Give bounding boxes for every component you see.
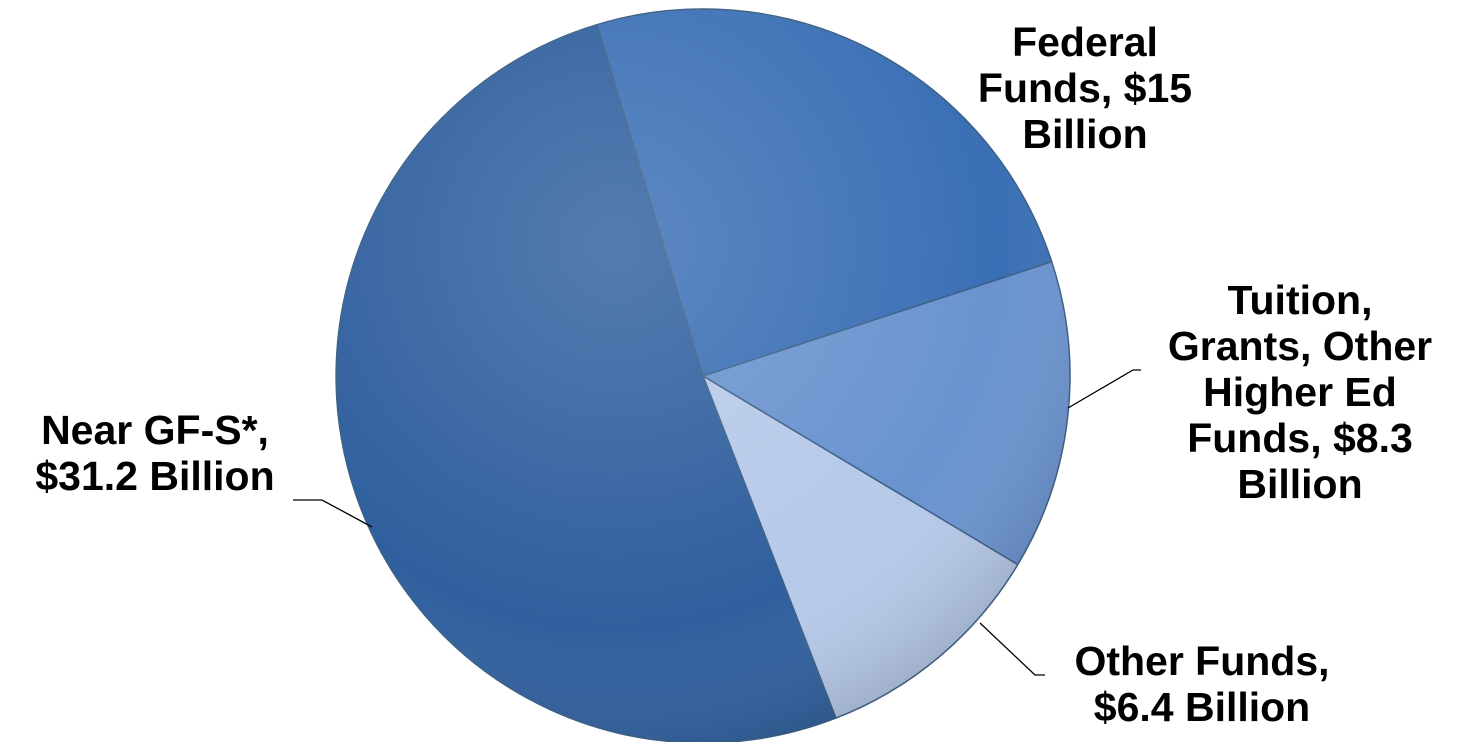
slice-label-line: Tuition, — [1228, 277, 1373, 323]
slice-label-3: Other Funds, $6.4 Billion — [1074, 638, 1329, 730]
leader-line-4 — [293, 499, 373, 528]
slice-label-line: Funds, $15 — [978, 65, 1192, 111]
slice-label-2: Tuition, Grants, Other Higher Ed Funds, $8.… — [1168, 277, 1432, 507]
slice-label-line: Billion — [1237, 461, 1362, 507]
slice-label-1: Federal Funds, $15 Billion — [978, 19, 1192, 157]
slice-label-line: $6.4 Billion — [1094, 684, 1310, 730]
slice-label-line: Near GF-S*, — [41, 407, 269, 453]
leader-lines — [293, 369, 1141, 676]
slice-label-4: Near GF-S*, $31.2 Billion — [35, 407, 274, 499]
slice-label-line: Grants, Other — [1168, 323, 1432, 369]
pie-slices — [335, 8, 1071, 742]
leader-line-2 — [1067, 369, 1141, 409]
slice-label-line: Funds, $8.3 — [1187, 415, 1413, 461]
slice-label-line: Other Funds, — [1074, 638, 1329, 684]
slice-label-line: $31.2 Billion — [35, 453, 274, 499]
slice-label-line: Federal — [1012, 19, 1158, 65]
slice-label-line: Billion — [1022, 111, 1147, 157]
leader-line-3 — [979, 622, 1045, 676]
slice-label-line: Higher Ed — [1203, 369, 1397, 415]
